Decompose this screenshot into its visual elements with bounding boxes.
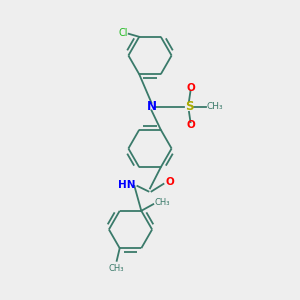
Text: CH₃: CH₃ — [108, 264, 124, 273]
Text: CH₃: CH₃ — [154, 199, 170, 208]
Text: Cl: Cl — [118, 28, 128, 38]
Text: S: S — [185, 100, 193, 113]
Text: N: N — [146, 100, 157, 113]
Text: HN: HN — [118, 180, 136, 190]
Text: CH₃: CH₃ — [206, 102, 223, 111]
Text: O: O — [166, 177, 174, 188]
Text: O: O — [187, 83, 196, 93]
Text: O: O — [187, 120, 196, 130]
